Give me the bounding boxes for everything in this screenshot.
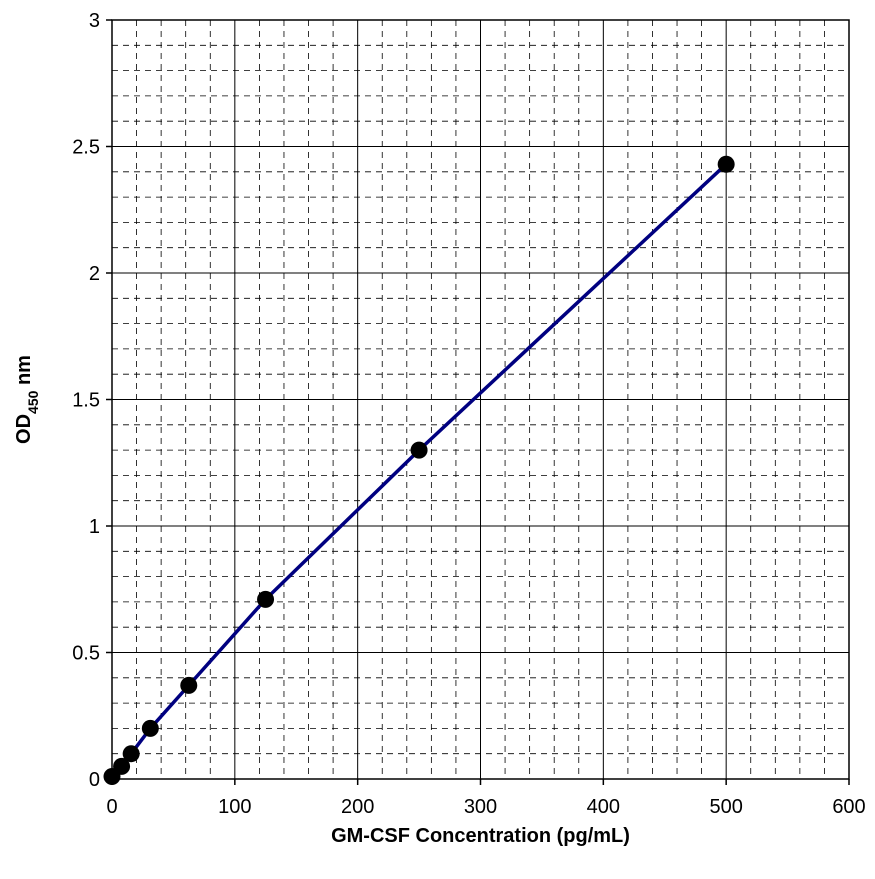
y-tick-label: 1.5 bbox=[72, 390, 100, 412]
data-point bbox=[113, 757, 131, 775]
x-tick-label: 0 bbox=[106, 796, 117, 818]
x-tick-label: 100 bbox=[218, 796, 251, 818]
data-point bbox=[717, 155, 735, 173]
y-tick-label: 3 bbox=[89, 10, 100, 32]
x-tick-label: 500 bbox=[709, 796, 742, 818]
series-line bbox=[110, 162, 728, 778]
x-tick-label: 600 bbox=[832, 796, 865, 818]
data-point bbox=[410, 441, 428, 459]
y-tick-label: 0 bbox=[89, 769, 100, 791]
y-axis-ticks: 0 0.5 1 1.5 2 2.5 3 bbox=[72, 10, 112, 791]
major-gridlines bbox=[112, 20, 849, 779]
y-tick-label: 1 bbox=[89, 516, 100, 538]
x-axis-ticks: 0 100 200 300 400 500 600 bbox=[106, 779, 866, 818]
y-axis-title: OD450 nm bbox=[13, 355, 41, 444]
x-tick-label: 400 bbox=[587, 796, 620, 818]
data-point bbox=[180, 676, 198, 694]
data-point bbox=[122, 745, 140, 763]
y-axis-title-suffix: nm bbox=[13, 355, 35, 391]
data-point bbox=[141, 719, 159, 737]
y-axis-title-main: OD bbox=[13, 414, 35, 444]
x-tick-label: 300 bbox=[464, 796, 497, 818]
data-point bbox=[257, 590, 275, 608]
y-tick-label: 0.5 bbox=[72, 643, 100, 665]
y-axis-title-subscript: 450 bbox=[25, 390, 41, 414]
series-layer bbox=[103, 155, 735, 785]
y-tick-label: 2 bbox=[89, 263, 100, 285]
y-tick-label: 2.5 bbox=[72, 137, 100, 159]
x-axis-title: GM-CSF Concentration (pg/mL) bbox=[331, 825, 630, 847]
x-tick-label: 200 bbox=[341, 796, 374, 818]
